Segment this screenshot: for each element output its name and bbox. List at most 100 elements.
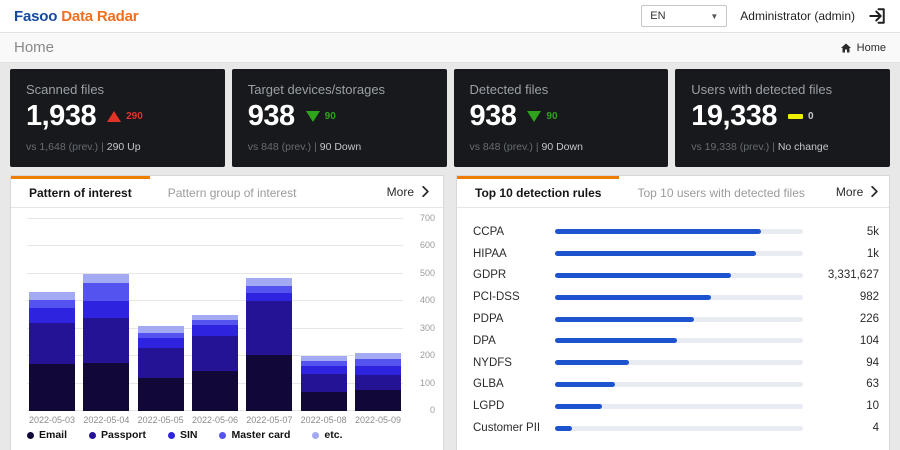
hbar-fill[interactable]	[555, 338, 677, 344]
legend-item[interactable]: Passport	[89, 429, 146, 441]
tab-pattern-group-of-interest[interactable]: Pattern group of interest	[167, 186, 297, 200]
bar-segment	[246, 278, 293, 286]
hbar-value: 3,331,627	[827, 269, 879, 282]
hbar-fill[interactable]	[555, 425, 573, 431]
legend-item[interactable]: SIN	[167, 429, 197, 441]
detection-more-link[interactable]: More	[823, 176, 889, 207]
chart-legend: Email Passport SIN Master card etc.	[27, 429, 443, 441]
stacked-bar-chart: 0 100 200 300 400 500 600 700 2022-05-03 2022-05…	[19, 213, 435, 425]
bar-segment	[354, 365, 401, 376]
y-axis-tick: 100	[419, 377, 435, 388]
bar-column[interactable]	[246, 278, 293, 411]
hbar-value: 982	[859, 291, 879, 304]
breadcrumb-home-label: Home	[856, 41, 886, 54]
hbar-fill[interactable]	[555, 229, 761, 235]
logout-button[interactable]	[868, 7, 886, 25]
x-axis-tick: 2022-05-04	[83, 415, 130, 425]
hbar-track	[555, 381, 803, 387]
y-axis-tick: 700	[419, 213, 435, 223]
hbar-row: HIPAA 1k	[473, 243, 879, 265]
hbar-label: NYDFS	[473, 356, 512, 369]
legend-item[interactable]: Email	[27, 429, 67, 441]
hbar-fill[interactable]	[555, 403, 603, 409]
bar-segment	[137, 347, 184, 379]
breadcrumb-home-link[interactable]: Home	[840, 42, 886, 54]
bar-segment	[354, 390, 401, 411]
bar-segment	[83, 363, 130, 411]
trend-indicator: 0	[787, 111, 814, 122]
card-sub-prefix: vs 848 (prev.) |	[247, 141, 320, 153]
logo-fasoo: Fasoo	[14, 7, 58, 25]
hbar-value: 94	[866, 356, 879, 369]
trend-delta: 90	[546, 111, 558, 122]
trend-indicator: 290	[107, 111, 143, 122]
tab-top10-users[interactable]: Top 10 users with detected files	[637, 186, 805, 200]
bar-segment	[29, 308, 75, 324]
legend-item[interactable]: etc.	[312, 429, 343, 441]
bar-segment	[137, 378, 184, 411]
gridline	[27, 245, 403, 247]
legend-item[interactable]: Master card	[219, 429, 290, 441]
trend-down-icon	[527, 111, 542, 122]
bar-segment	[191, 371, 238, 411]
card-value: 1,938	[26, 100, 97, 132]
y-axis-tick: 600	[419, 240, 435, 251]
card-users-detected: Users with detected files 19,338 0 vs 19…	[675, 69, 890, 167]
bar-segment	[191, 319, 238, 325]
hbar-fill[interactable]	[555, 381, 615, 387]
bar-segment	[300, 360, 347, 366]
tab-pattern-of-interest[interactable]: Pattern of interest	[11, 176, 150, 207]
card-title: Scanned files	[26, 82, 105, 97]
hbar-fill[interactable]	[555, 251, 756, 257]
hbar-fill[interactable]	[555, 316, 694, 322]
bar-column[interactable]	[137, 326, 184, 411]
gridline	[27, 272, 403, 274]
x-axis-tick: 2022-05-06	[191, 415, 239, 425]
bar-column[interactable]	[83, 273, 130, 411]
card-subtext: vs 848 (prev.) | 90 Down	[248, 141, 431, 153]
card-detected-files: Detected files 938 90 vs 848 (prev.) | 9…	[453, 69, 669, 167]
hbar-fill[interactable]	[555, 294, 712, 300]
hbar-track	[555, 251, 803, 257]
bar-column[interactable]	[29, 291, 75, 411]
language-select[interactable]: EN ▼	[641, 5, 728, 27]
legend-label: Passport	[101, 429, 146, 441]
x-axis-tick: 2022-05-07	[246, 415, 293, 425]
more-label: More	[835, 184, 864, 199]
tab-top10-detection-rules[interactable]: Top 10 detection rules	[457, 176, 620, 207]
hbar-label: HIPAA	[473, 247, 507, 260]
card-title: Target devices/storages	[247, 82, 386, 97]
bar-segment	[83, 283, 130, 302]
hbar-value: 10	[866, 400, 879, 413]
user-label: Administrator (admin)	[740, 9, 855, 23]
home-icon	[840, 43, 851, 52]
hbar-row: Customer PII 4	[473, 417, 879, 439]
hbar-value: 63	[866, 378, 879, 391]
trend-delta: 90	[324, 111, 336, 122]
bar-segment	[354, 375, 401, 391]
card-title: Detected files	[469, 82, 549, 97]
pattern-more-link[interactable]: More	[374, 176, 443, 207]
legend-dot	[27, 431, 34, 439]
bar-column[interactable]	[191, 314, 238, 411]
hbar-label: DPA	[473, 334, 496, 347]
hbar-label: CCPA	[473, 225, 505, 238]
x-axis-tick: 2022-05-09	[354, 415, 401, 425]
header-right: EN ▼ Administrator (admin)	[641, 5, 886, 27]
legend-dot	[219, 431, 227, 439]
card-sub-prefix: vs 19,338 (prev.) |	[691, 141, 778, 153]
hbar-label: GLBA	[473, 378, 504, 391]
hbar-fill[interactable]	[555, 360, 630, 366]
bar-segment	[246, 285, 293, 294]
hbar-row: NYDFS 94	[473, 352, 879, 374]
bar-segment	[191, 324, 238, 336]
bar-column[interactable]	[354, 353, 401, 411]
card-subtext: vs 19,338 (prev.) | No change	[691, 141, 874, 153]
legend-dot	[89, 431, 97, 439]
y-axis-tick: 500	[419, 267, 435, 278]
legend-label: Email	[39, 429, 68, 441]
hbar-fill[interactable]	[555, 272, 732, 278]
trend-delta: 290	[126, 111, 143, 122]
bar-column[interactable]	[300, 356, 347, 411]
hbar-chart: CCPA 5k HIPAA 1k GDPR 3,331,627 PCI-DSS 982 PDPA…	[457, 208, 889, 439]
